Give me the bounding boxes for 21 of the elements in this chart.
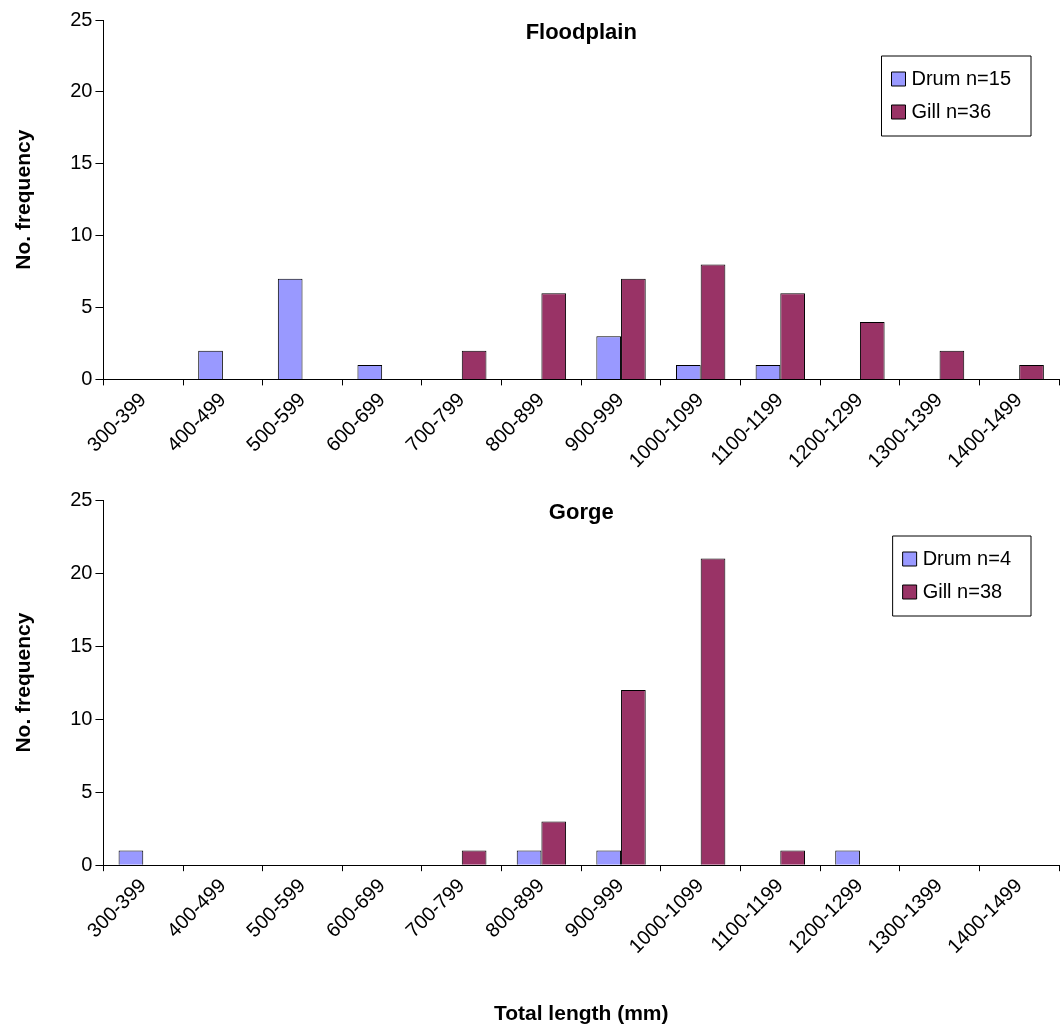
y-tick-label: 0 [81, 852, 93, 875]
y-axis-title: No. frequency [11, 129, 35, 270]
y-tick-label: 5 [81, 295, 93, 318]
chart-title: Floodplain [525, 19, 637, 45]
legend-label: Gill n=38 [922, 579, 1003, 602]
y-tick-label: 25 [70, 487, 93, 510]
x-axis-title: Total length (mm) [493, 1001, 669, 1025]
y-tick-label: 20 [70, 560, 93, 583]
chart-title: Gorge [548, 499, 614, 525]
y-tick-label: 5 [81, 779, 93, 802]
y-tick-label: 10 [70, 706, 93, 729]
legend-label: Drum n=4 [922, 546, 1012, 569]
y-tick-label: 0 [81, 366, 93, 389]
y-tick-label: 10 [70, 223, 93, 246]
y-axis-title: No. frequency [11, 612, 35, 753]
y-tick-label: 20 [70, 79, 93, 102]
legend-label: Gill n=36 [911, 99, 992, 122]
y-tick-label: 15 [70, 151, 93, 174]
y-tick-label: 25 [70, 7, 93, 30]
y-tick-label: 15 [70, 633, 93, 656]
legend-label: Drum n=15 [911, 66, 1012, 89]
